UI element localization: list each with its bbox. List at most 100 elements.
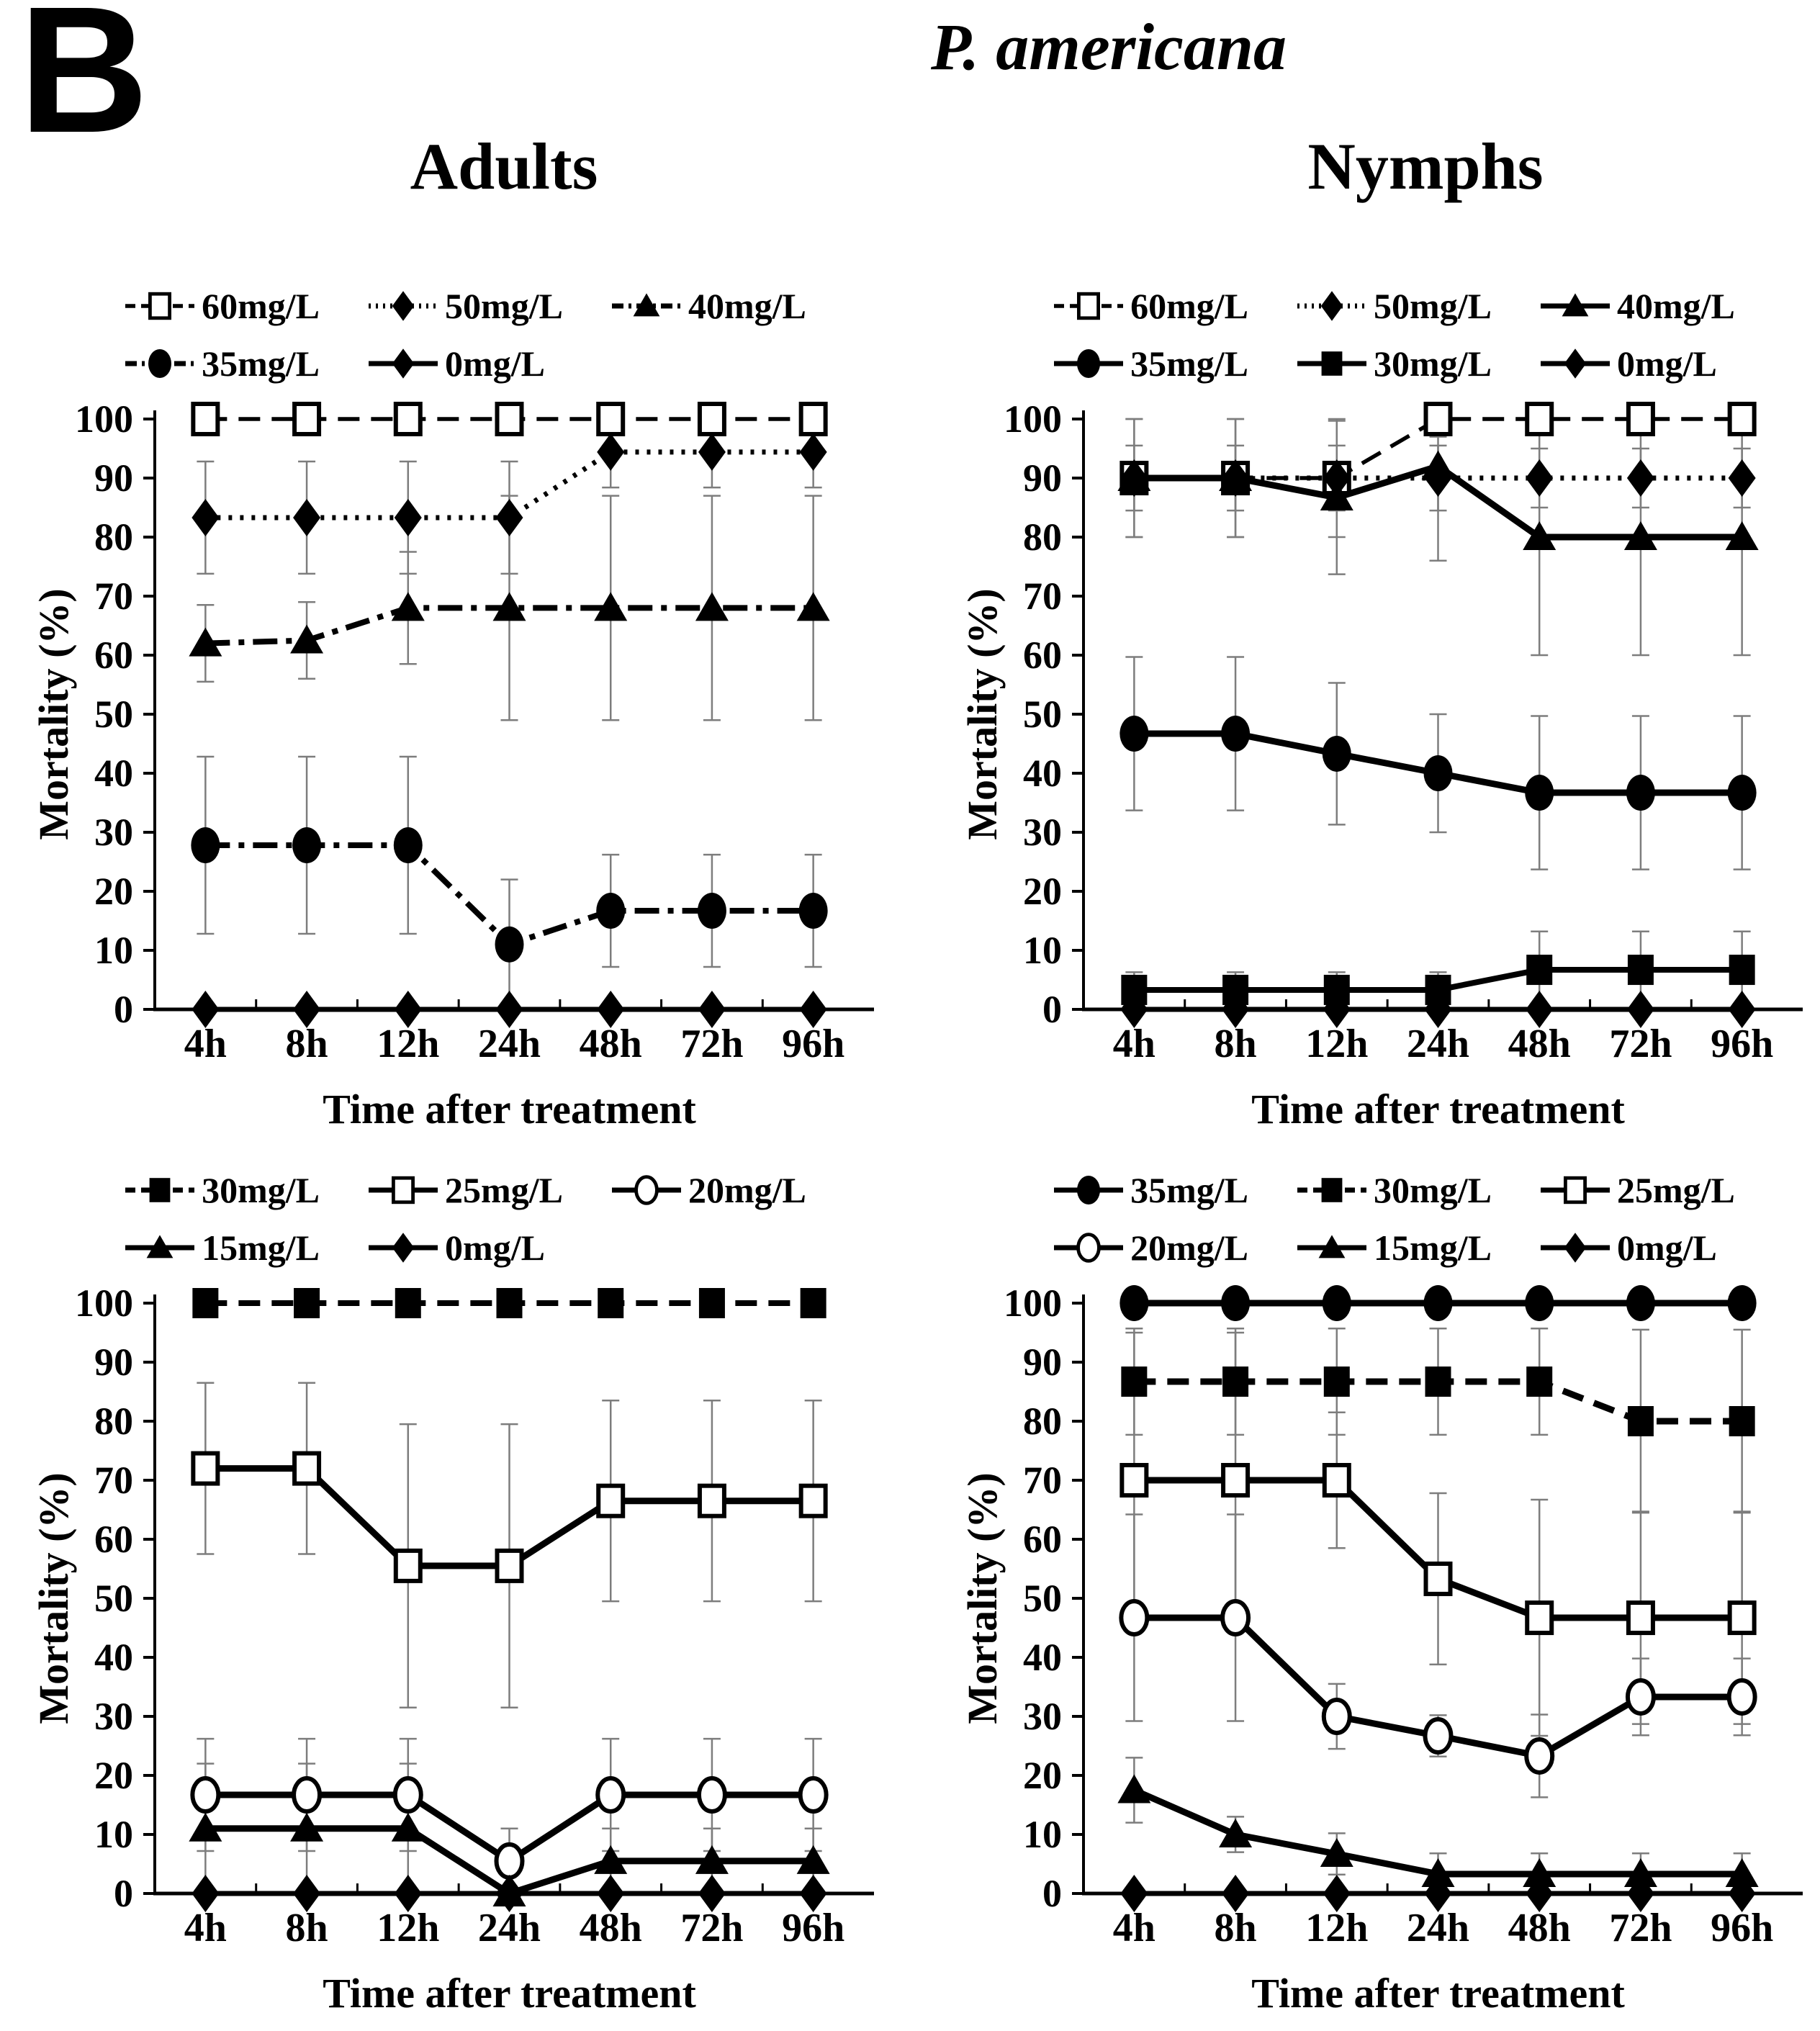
- column-title-adults: Adults: [410, 130, 598, 203]
- marker-open-square: [495, 402, 524, 436]
- marker-filled-square: [1425, 1366, 1451, 1397]
- y-axis-title: Mortality (%): [965, 588, 1006, 839]
- chart-adults-upper: 0 10 20 30 40 50 60 70 80 90 100 4h 8h 12h 24h 48h 72h 96…: [36, 401, 874, 1132]
- marker-filled-diamond: [192, 498, 220, 536]
- marker-filled-diamond: [698, 991, 726, 1028]
- marker-filled-square: [1222, 1366, 1249, 1397]
- marker-filled-circle: [1221, 1285, 1251, 1321]
- marker-filled-circle: [1727, 775, 1757, 811]
- marker-open-circle: [1726, 1678, 1757, 1716]
- legend-sample-filled-diamond: [1540, 1232, 1610, 1263]
- marker-filled-diamond: [698, 433, 726, 471]
- marker-filled-circle: [1322, 1285, 1351, 1321]
- y-tick-label: 90: [94, 1341, 133, 1384]
- y-tick-label: 100: [75, 401, 133, 441]
- marker-filled-triangle: [1320, 1838, 1353, 1868]
- marker-filled-triangle: [1725, 1857, 1759, 1887]
- legend-sample-open-square: [369, 1176, 438, 1204]
- y-tick-label: 60: [94, 634, 133, 677]
- legend-label: 0mg/L: [445, 1227, 545, 1268]
- marker-filled-diamond: [597, 991, 625, 1028]
- chart-panel-nymphs-upper: 60mg/L 50mg/L 40mg/L 35mg/L 30mg/L 0mg/L 0 10 2…: [965, 268, 1820, 1135]
- legend-sample-filled-triangle: [125, 1234, 195, 1258]
- marker-open-square: [1626, 1600, 1655, 1636]
- x-axis-title: Time after treatment: [323, 1970, 696, 2017]
- legend-label: 50mg/L: [445, 285, 563, 326]
- marker-open-circle: [1524, 1737, 1555, 1775]
- column-title-nymphs: Nymphs: [1307, 130, 1544, 203]
- marker-filled-triangle: [1623, 521, 1657, 550]
- marker-open-square: [392, 1176, 415, 1204]
- marker-filled-square: [395, 1288, 421, 1318]
- marker-filled-diamond: [293, 1875, 321, 1912]
- chart-panel-nymphs-lower: 35mg/L 30mg/L 25mg/L 20mg/L 15mg/L 0mg/L 0 10 2…: [965, 1152, 1820, 2019]
- legend-label: 20mg/L: [1130, 1227, 1249, 1268]
- marker-filled-triangle: [1523, 1857, 1557, 1887]
- series-0mgL: [1120, 991, 1756, 1028]
- marker-filled-circle: [148, 348, 172, 378]
- chart-panel-adults-lower: 30mg/L 25mg/L 20mg/L 15mg/L 0mg/L 0 10 20 30 40 5…: [36, 1152, 893, 2019]
- legend-item-25mgL: 25mg/L: [1538, 1167, 1735, 1213]
- x-tick-label: 96h: [1711, 1022, 1773, 1066]
- x-tick-label: 72h: [680, 1906, 743, 1950]
- marker-filled-diamond: [1120, 1875, 1148, 1912]
- x-tick-label: 96h: [1711, 1906, 1773, 1950]
- x-tick-label: 24h: [1407, 1022, 1469, 1066]
- series-40mgL: [189, 592, 830, 657]
- marker-filled-triangle: [1421, 1857, 1455, 1887]
- y-axis-title: Mortality (%): [965, 1472, 1006, 1724]
- legend-sample-open-square: [1540, 1176, 1610, 1204]
- marker-filled-square: [598, 1288, 624, 1318]
- marker-filled-diamond: [293, 991, 321, 1028]
- x-tick-label: 12h: [377, 1022, 439, 1066]
- marker-filled-diamond: [1323, 459, 1351, 497]
- marker-open-square: [1727, 402, 1757, 436]
- marker-filled-triangle: [146, 1234, 174, 1258]
- chart-panel-adults-upper: 60mg/L 50mg/L 40mg/L 35mg/L 0mg/L 0 10 20 30 40 5…: [36, 268, 893, 1135]
- marker-filled-diamond: [1526, 459, 1554, 497]
- x-tick-label: 12h: [1305, 1022, 1368, 1066]
- x-axis-title: Time after treatment: [323, 1086, 696, 1132]
- marker-filled-triangle: [1562, 292, 1589, 316]
- marker-open-circle: [1076, 1232, 1101, 1263]
- marker-filled-triangle: [633, 292, 660, 316]
- legend-item-50mgL: 50mg/L: [366, 283, 563, 329]
- marker-filled-diamond: [799, 991, 827, 1028]
- marker-filled-diamond: [1222, 1875, 1250, 1912]
- marker-filled-diamond: [1424, 1875, 1452, 1912]
- y-tick-label: 40: [1023, 1636, 1062, 1679]
- marker-open-square: [1626, 402, 1655, 436]
- legend-nymphs-lower: 35mg/L 30mg/L 25mg/L 20mg/L 15mg/L 0mg/L: [965, 1152, 1820, 1285]
- series-60mgL: [191, 402, 828, 436]
- legend-item-20mgL: 20mg/L: [609, 1167, 806, 1213]
- marker-filled-diamond: [698, 1875, 726, 1912]
- x-tick-label: 48h: [1508, 1906, 1571, 1950]
- marker-filled-diamond: [293, 498, 321, 536]
- marker-filled-diamond: [394, 991, 422, 1028]
- marker-filled-triangle: [1320, 482, 1353, 511]
- marker-open-circle: [798, 1776, 829, 1814]
- y-tick-label: 90: [1023, 1341, 1062, 1384]
- marker-open-circle: [494, 1842, 525, 1880]
- marker-filled-circle: [292, 827, 322, 864]
- marker-filled-circle: [1221, 716, 1251, 752]
- y-tick-label: 70: [1023, 575, 1062, 618]
- y-tick-label: 0: [114, 988, 133, 1031]
- marker-open-square: [191, 402, 220, 436]
- marker-filled-square: [800, 1288, 826, 1318]
- y-tick-label: 80: [1023, 515, 1062, 559]
- x-tick-label: 48h: [580, 1022, 642, 1066]
- y-tick-label: 20: [94, 1754, 133, 1797]
- marker-open-circle: [1625, 1678, 1656, 1716]
- legend-label: 60mg/L: [1130, 285, 1249, 326]
- legend-label: 25mg/L: [445, 1169, 563, 1210]
- legend-label: 30mg/L: [202, 1169, 320, 1210]
- marker-filled-circle: [1626, 1285, 1655, 1321]
- y-tick-label: 50: [94, 693, 133, 736]
- marker-filled-triangle: [1725, 521, 1759, 550]
- marker-open-square: [393, 402, 423, 436]
- marker-filled-triangle: [1219, 462, 1253, 491]
- y-tick-label: 60: [94, 1518, 133, 1561]
- marker-filled-diamond: [1424, 991, 1452, 1028]
- error-bars: [197, 1382, 822, 1895]
